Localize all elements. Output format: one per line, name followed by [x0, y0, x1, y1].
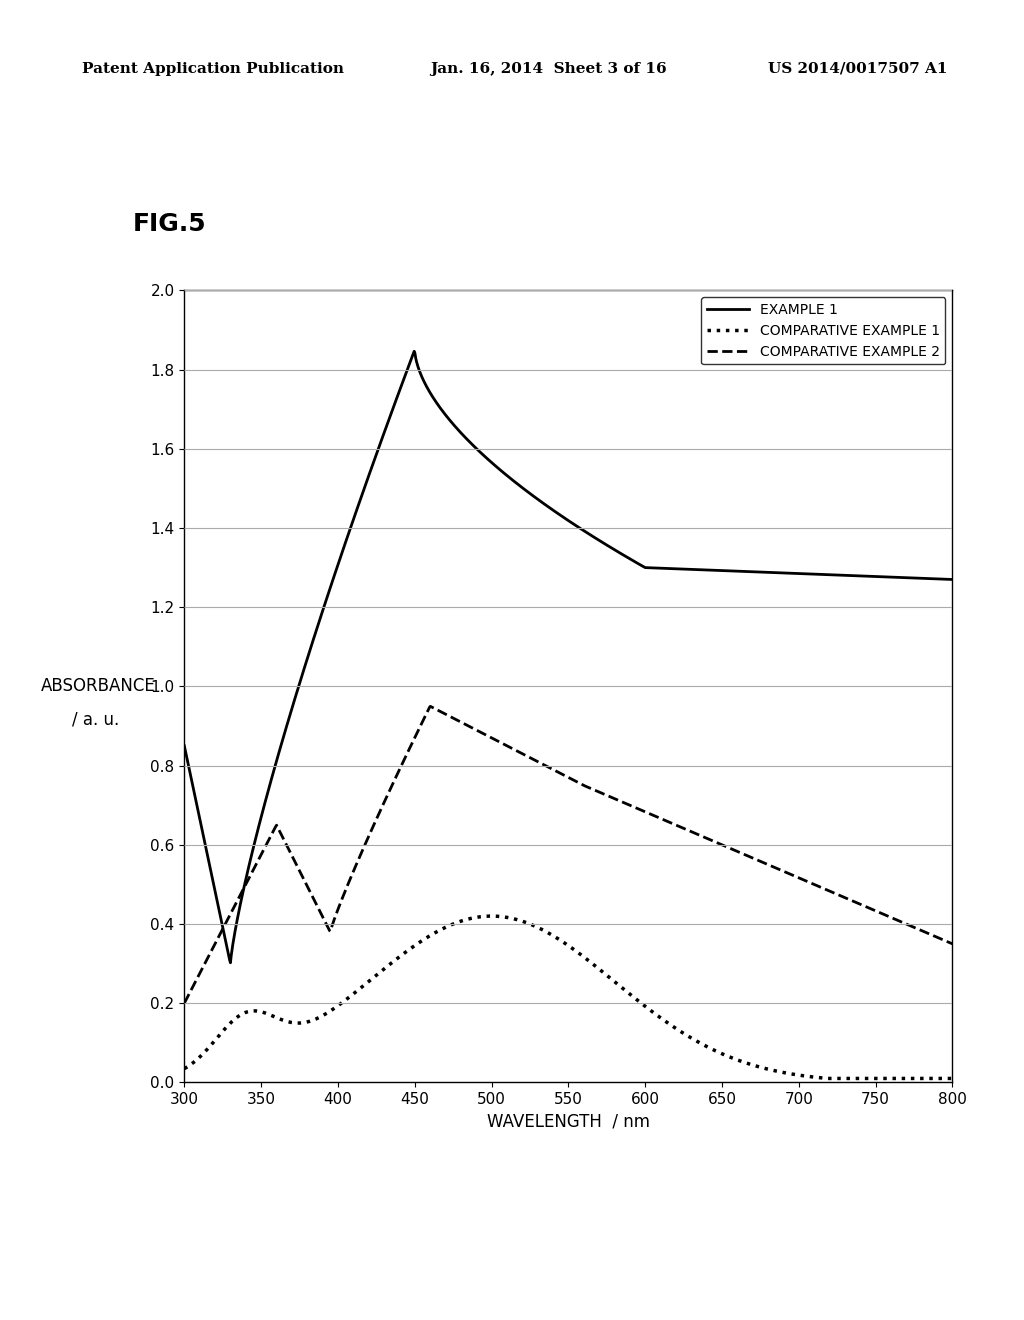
Text: ABSORBANCE: ABSORBANCE: [41, 677, 156, 696]
COMPARATIVE EXAMPLE 1: [707, 1041, 719, 1057]
COMPARATIVE EXAMPLE 2: [257, 843, 269, 859]
EXAMPLE 1: [257, 800, 269, 816]
EXAMPLE 1: [793, 565, 805, 581]
COMPARATIVE EXAMPLE 1: [946, 1071, 958, 1086]
COMPARATIVE EXAMPLE 1: [792, 1067, 804, 1082]
COMPARATIVE EXAMPLE 1: [821, 1071, 834, 1086]
Text: / a. u.: / a. u.: [72, 710, 119, 729]
COMPARATIVE EXAMPLE 2: [517, 746, 529, 762]
Text: FIG.5: FIG.5: [133, 213, 207, 236]
Legend: EXAMPLE 1, COMPARATIVE EXAMPLE 1, COMPARATIVE EXAMPLE 2: EXAMPLE 1, COMPARATIVE EXAMPLE 1, COMPAR…: [701, 297, 945, 364]
COMPARATIVE EXAMPLE 1: [485, 908, 498, 924]
COMPARATIVE EXAMPLE 2: [792, 870, 804, 886]
COMPARATIVE EXAMPLE 2: [778, 863, 791, 879]
Line: EXAMPLE 1: EXAMPLE 1: [184, 351, 952, 962]
EXAMPLE 1: [224, 954, 237, 970]
EXAMPLE 1: [178, 738, 190, 754]
Line: COMPARATIVE EXAMPLE 1: COMPARATIVE EXAMPLE 1: [184, 916, 952, 1078]
COMPARATIVE EXAMPLE 1: [778, 1065, 791, 1081]
X-axis label: WAVELENGTH  / nm: WAVELENGTH / nm: [486, 1113, 650, 1131]
COMPARATIVE EXAMPLE 1: [517, 913, 529, 929]
EXAMPLE 1: [518, 482, 530, 498]
COMPARATIVE EXAMPLE 1: [489, 908, 502, 924]
EXAMPLE 1: [778, 565, 791, 581]
EXAMPLE 1: [946, 572, 958, 587]
COMPARATIVE EXAMPLE 2: [424, 698, 436, 714]
COMPARATIVE EXAMPLE 2: [178, 995, 190, 1011]
Text: US 2014/0017507 A1: US 2014/0017507 A1: [768, 62, 947, 75]
EXAMPLE 1: [408, 343, 420, 359]
EXAMPLE 1: [708, 562, 720, 578]
EXAMPLE 1: [490, 459, 503, 475]
COMPARATIVE EXAMPLE 1: [257, 1005, 269, 1020]
COMPARATIVE EXAMPLE 2: [707, 833, 719, 849]
Line: COMPARATIVE EXAMPLE 2: COMPARATIVE EXAMPLE 2: [184, 706, 952, 1003]
Text: Jan. 16, 2014  Sheet 3 of 16: Jan. 16, 2014 Sheet 3 of 16: [430, 62, 667, 75]
COMPARATIVE EXAMPLE 1: [178, 1061, 190, 1077]
Text: Patent Application Publication: Patent Application Publication: [82, 62, 344, 75]
COMPARATIVE EXAMPLE 2: [946, 936, 958, 952]
COMPARATIVE EXAMPLE 2: [489, 733, 502, 748]
